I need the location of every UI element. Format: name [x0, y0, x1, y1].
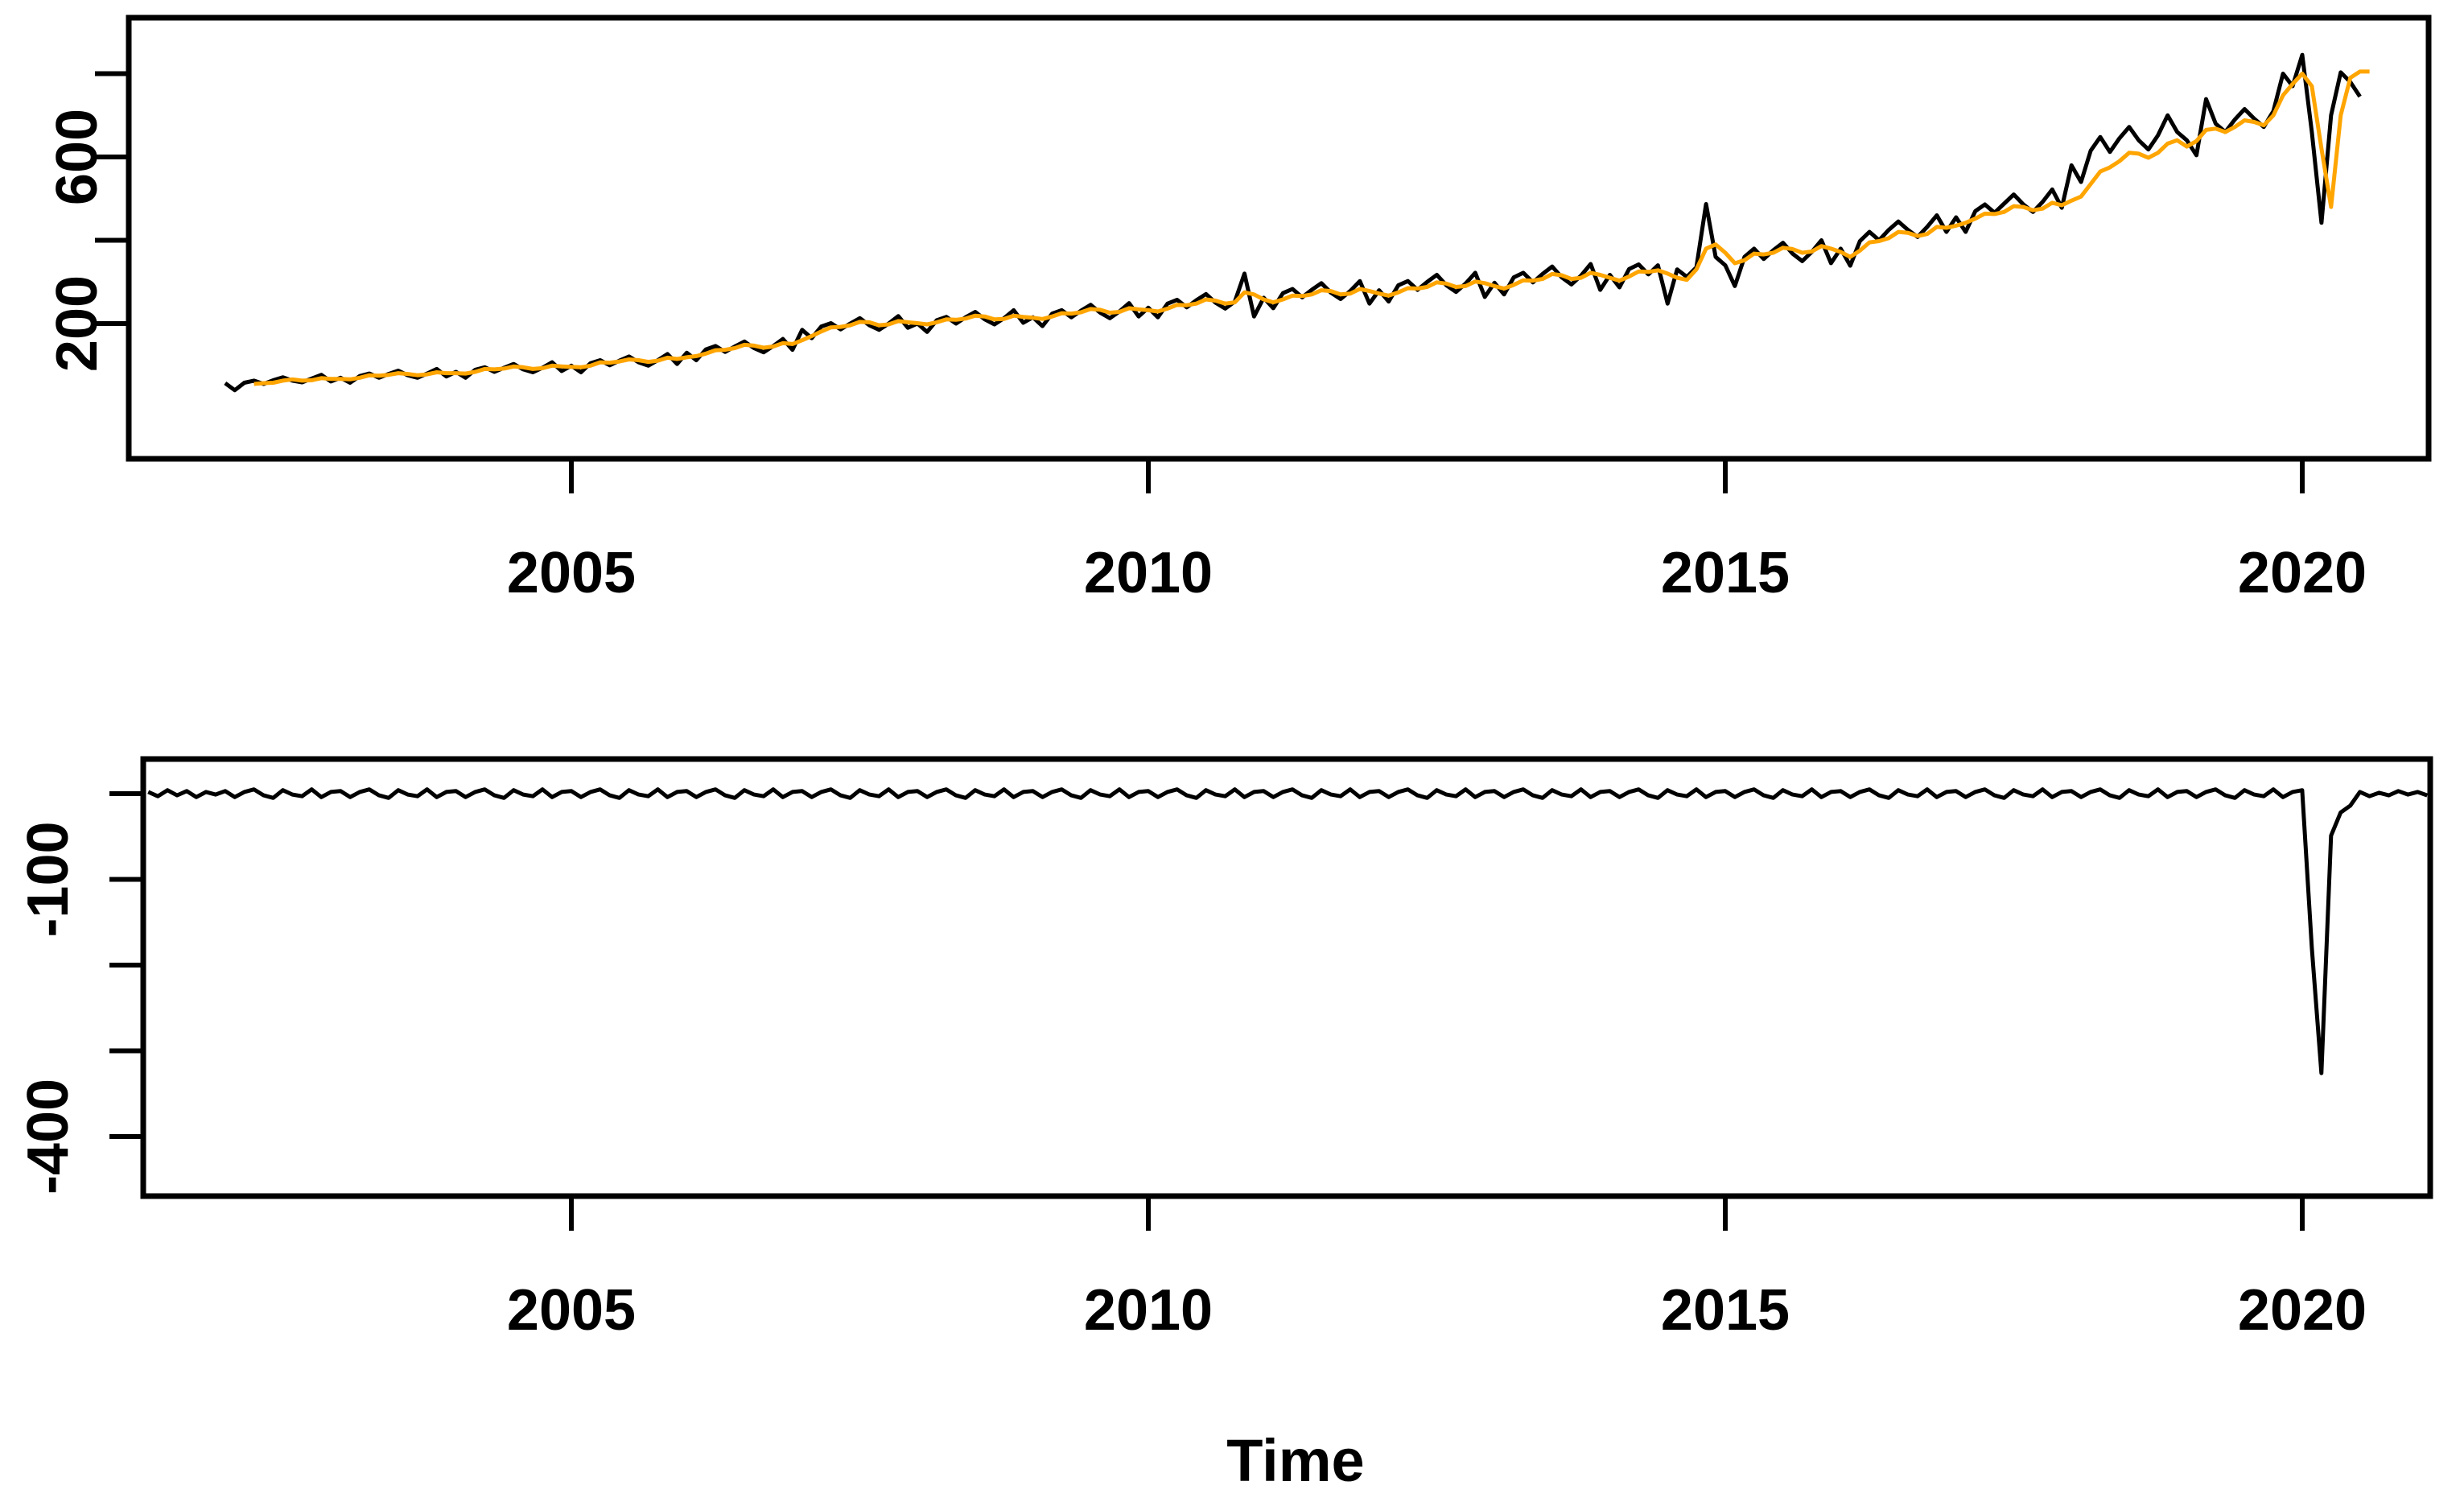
- top-panel-y-tick-label: 200: [45, 275, 109, 372]
- top-panel-x-tick-label: 2020: [2238, 541, 2367, 605]
- top-panel-y-tick-label: 600: [45, 109, 109, 205]
- fitted-series-line: [253, 69, 2370, 386]
- bottom-panel-y-tick-label: -100: [16, 821, 80, 937]
- panels-group: 600 200 2005 2010 2015 2020 -100 -400 2005 2010 20…: [16, 14, 2433, 1343]
- bottom-panel-x-tick-label: 2005: [507, 1278, 636, 1343]
- top-panel-x-tick-label: 2005: [507, 541, 636, 605]
- observed-series-line: [224, 52, 2362, 393]
- bottom-panel-x-tick-label: 2015: [1661, 1278, 1790, 1343]
- residuals-series-line: [147, 787, 2429, 1075]
- bottom-panel-y-tick-label: -400: [16, 1079, 80, 1194]
- x-axis-title: Time: [1226, 1427, 1364, 1494]
- bottom-panel-x-tick-label: 2010: [1084, 1278, 1213, 1343]
- top-panel-box: [126, 14, 2432, 462]
- top-panel-x-tick-label: 2015: [1661, 541, 1790, 605]
- bottom-panel-box: [140, 756, 2433, 1199]
- top-panel-x-tick-label: 2010: [1084, 541, 1213, 605]
- bottom-panel-x-tick-label: 2020: [2238, 1278, 2367, 1343]
